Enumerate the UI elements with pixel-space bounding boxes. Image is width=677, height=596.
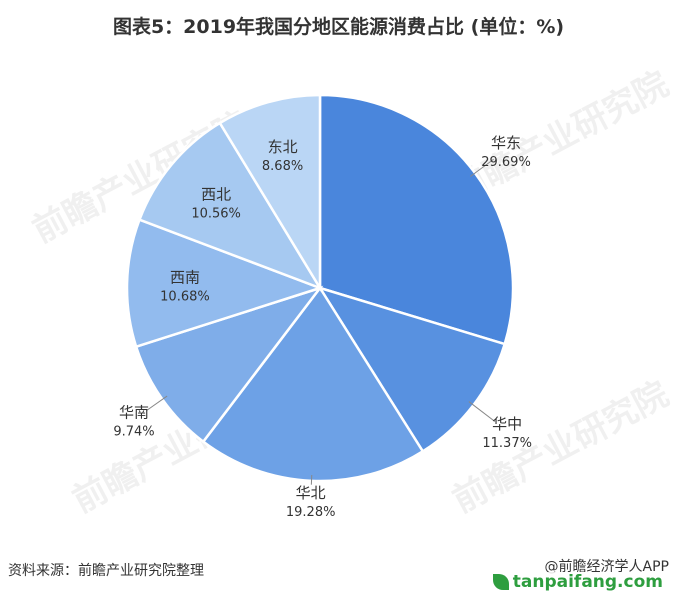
slice-label-7: 东北 — [268, 138, 298, 156]
site-stamp-text: tanpaifang.com — [512, 572, 663, 592]
slice-label-1: 华东 — [491, 134, 521, 152]
slice-label-6: 西北 — [201, 186, 231, 204]
credit-text: @前瞻经济学人APP — [544, 559, 669, 575]
slice-label-5: 西南 — [170, 268, 200, 286]
leader-line-1 — [470, 158, 494, 177]
slice-label-4: 华南 — [119, 403, 149, 421]
pie-slice-6 — [137, 121, 323, 291]
leader-line-4 — [146, 395, 168, 411]
site-stamp: tanpaifang.com — [488, 572, 667, 592]
leader-line-2 — [468, 401, 496, 422]
pie-slice-7 — [218, 93, 322, 293]
slice-value-4: 9.74% — [113, 424, 154, 439]
slice-value-1: 29.69% — [481, 155, 531, 170]
slice-value-7: 8.68% — [262, 159, 303, 174]
slice-label-2: 华中 — [492, 415, 522, 433]
slice-value-6: 10.56% — [191, 207, 241, 222]
slice-value-3: 19.28% — [286, 505, 336, 520]
leaf-icon — [492, 574, 509, 590]
source-note: 资料来源：前瞻产业研究院整理 — [8, 563, 204, 579]
slice-label-3: 华北 — [296, 484, 326, 502]
slice-value-2: 11.37% — [482, 436, 532, 451]
pie-slice-5 — [125, 218, 324, 349]
slice-value-5: 10.68% — [160, 289, 210, 304]
chart-title: 图表5：2019年我国分地区能源消费占比 (单位：%) — [112, 16, 565, 38]
